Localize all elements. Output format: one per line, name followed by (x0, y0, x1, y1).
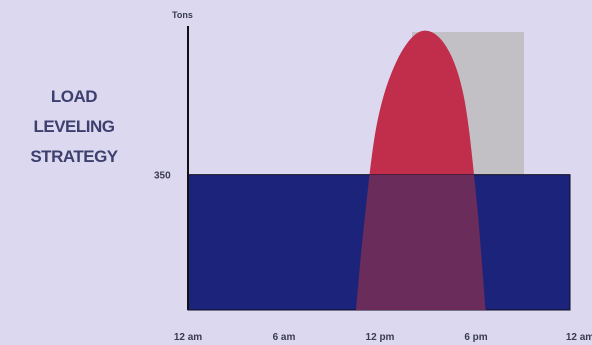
x-tick-label: 12 am (174, 332, 202, 343)
title-line-3: STRATEGY (30, 147, 118, 166)
x-tick-label: 12 pm (366, 332, 395, 343)
title-line-1: LOAD (50, 87, 98, 106)
chart-title: LOAD LEVELING STRATEGY (8, 82, 140, 172)
x-tick-labels: 12 am 6 am 12 pm 6 pm 12 am (174, 332, 592, 343)
x-tick-label: 6 pm (464, 332, 487, 343)
overlap-area (356, 174, 486, 310)
x-tick-label: 6 am (273, 332, 296, 343)
level-value-label: 350 (154, 171, 171, 182)
y-axis-label: Tons (172, 10, 193, 20)
x-tick-label: 12 am (566, 332, 592, 343)
title-line-2: LEVELING (33, 117, 115, 136)
